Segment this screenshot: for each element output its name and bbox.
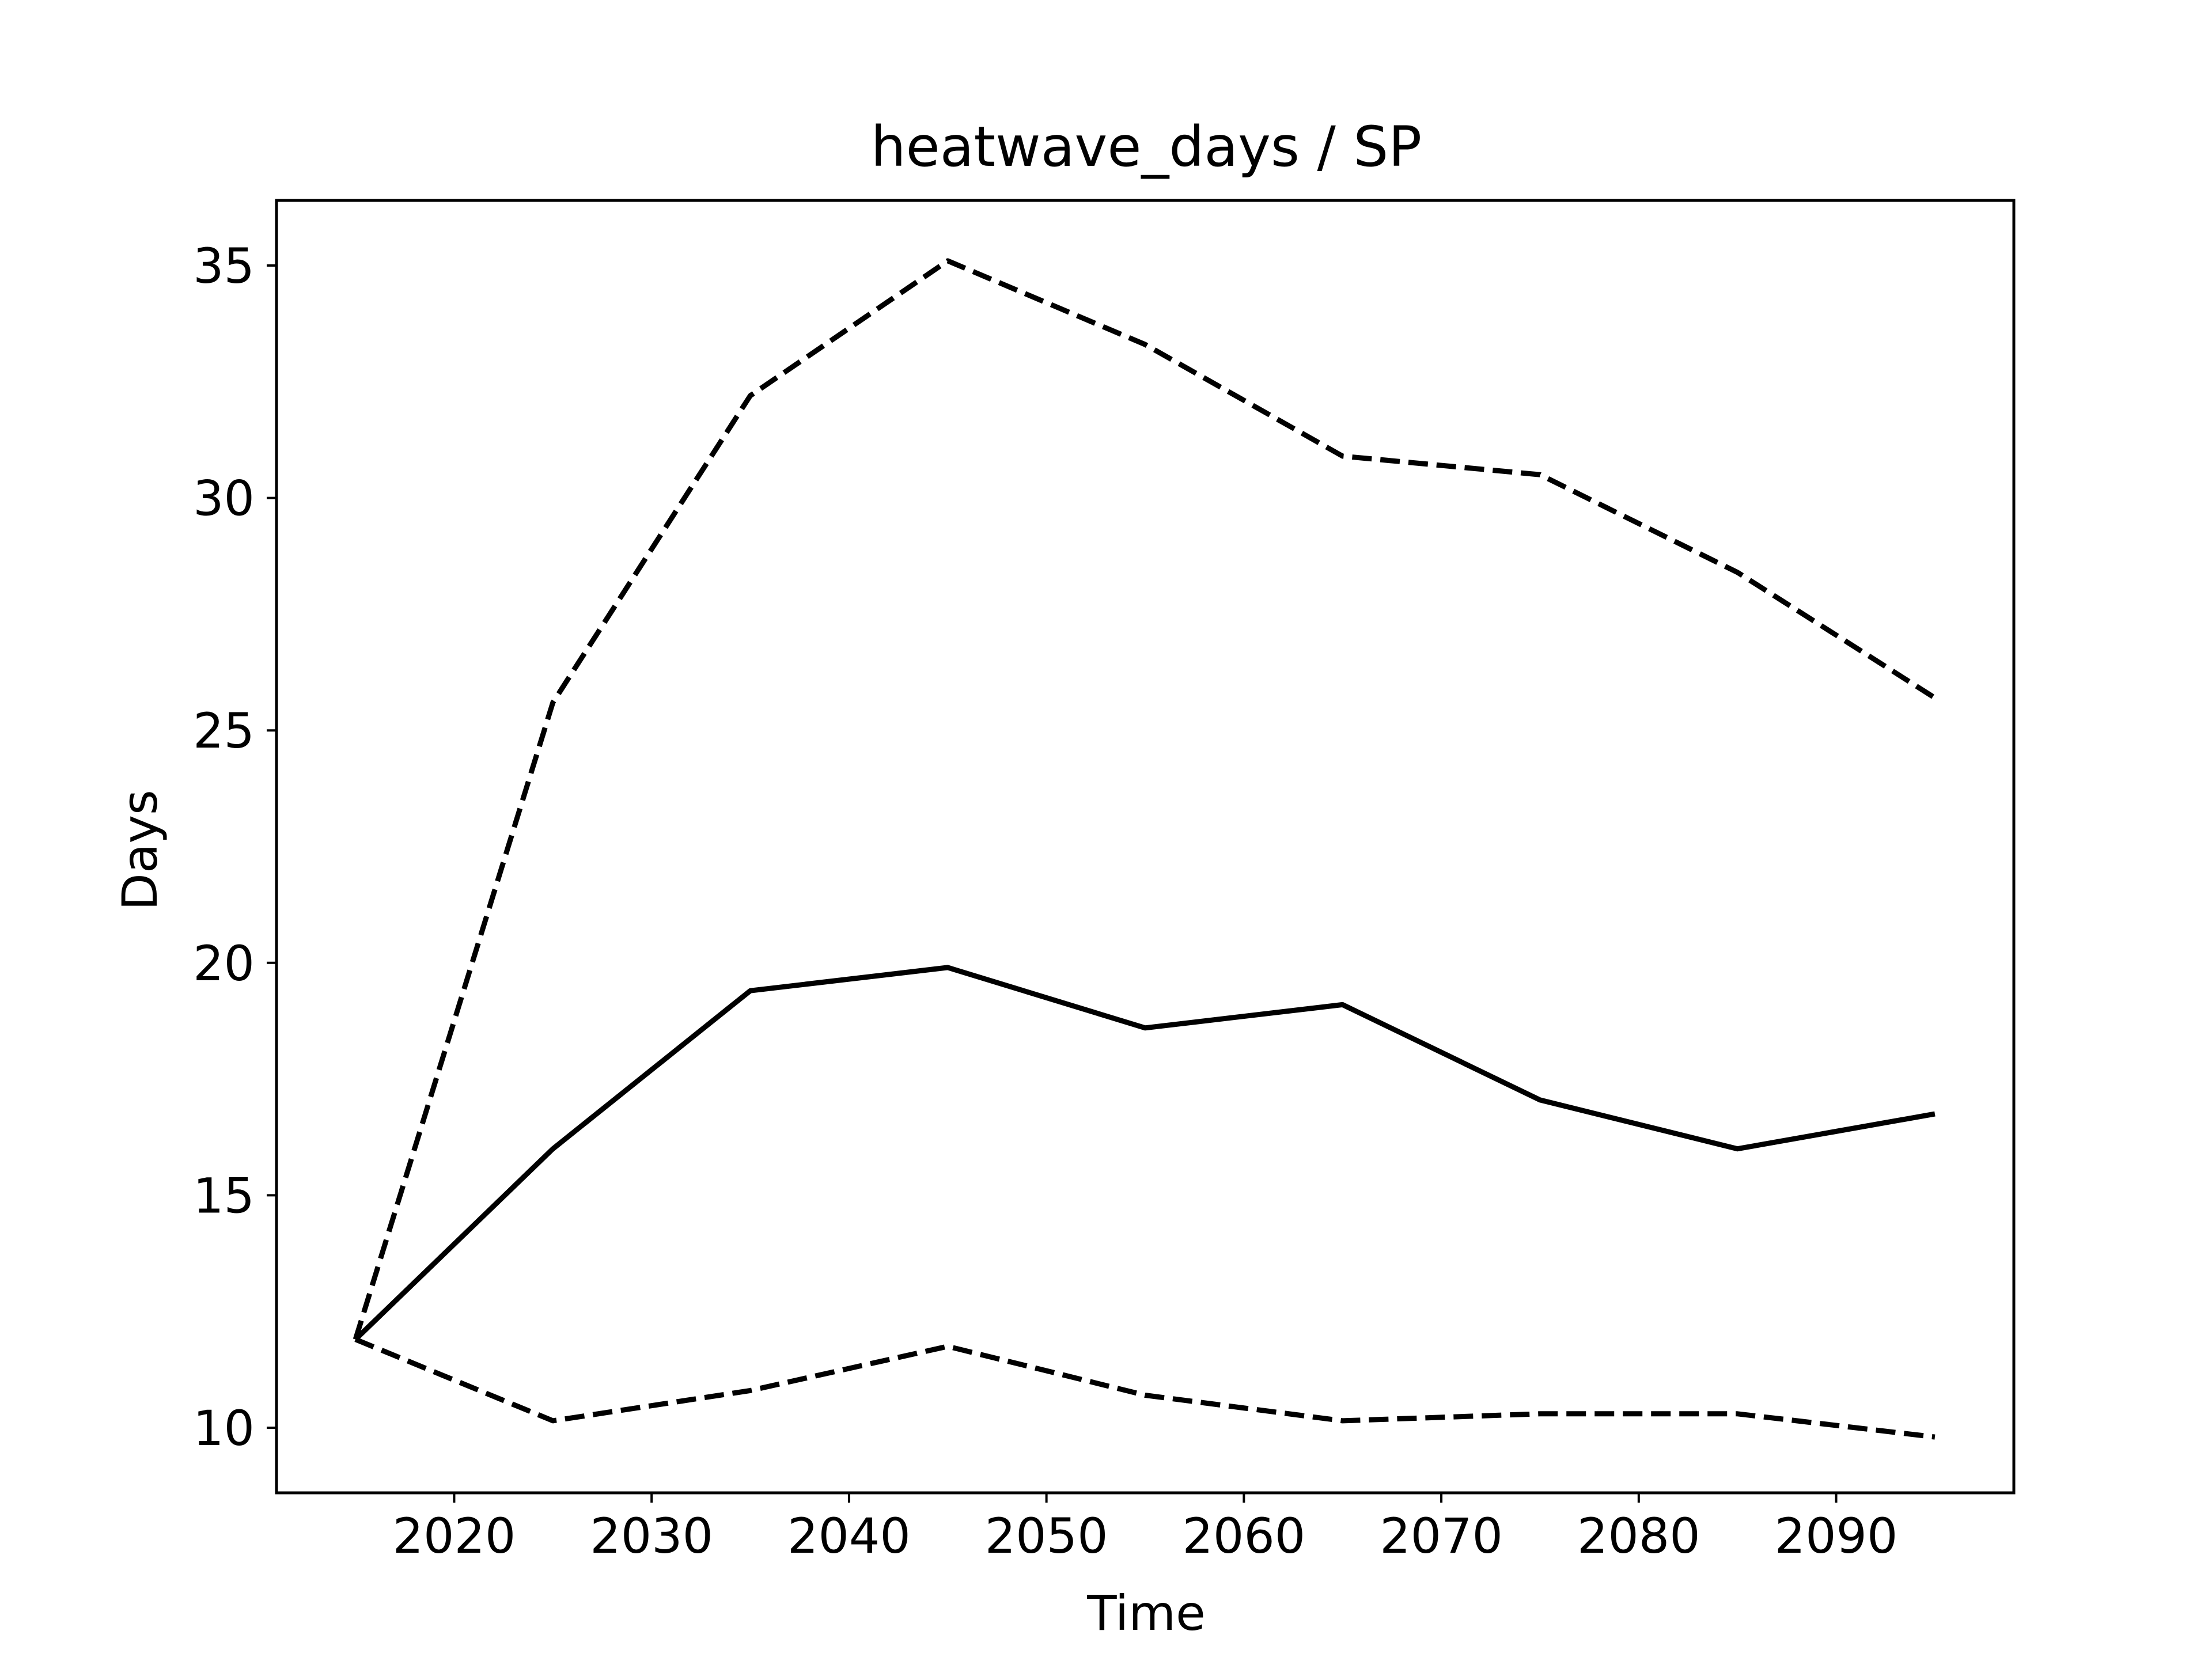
y-axis-ticks: 10 15 20 25 30 35 [193, 238, 276, 1457]
y-tick-label: 25 [193, 703, 255, 759]
x-axis-label: Time [1086, 1585, 1206, 1641]
y-tick-label: 10 [193, 1400, 255, 1457]
plot-area-frame [275, 199, 2016, 1495]
y-tick-label: 15 [193, 1167, 255, 1224]
x-tick-label: 2050 [985, 1508, 1108, 1564]
x-tick-label: 2080 [1577, 1508, 1700, 1564]
x-tick-label: 2060 [1182, 1508, 1305, 1564]
x-tick-label: 2040 [787, 1508, 911, 1564]
upper-bound-series-line [353, 258, 1937, 1340]
y-tick-label: 35 [193, 238, 255, 294]
x-tick-label: 2030 [590, 1508, 713, 1564]
series-layer [353, 258, 1937, 1440]
median-series-line [353, 965, 1936, 1341]
lower-bound-series-line [354, 1337, 1936, 1440]
x-axis-ticks: 2020 2030 2040 2050 2060 2070 2080 2090 [393, 1493, 1898, 1564]
x-tick-label: 2070 [1380, 1508, 1503, 1564]
x-tick-label: 2020 [393, 1508, 516, 1564]
y-tick-label: 20 [193, 935, 255, 992]
chart-title: heatwave_days / SP [871, 115, 1422, 179]
y-axis-label: Days [112, 790, 168, 911]
x-tick-label: 2090 [1775, 1508, 1898, 1564]
y-tick-label: 30 [193, 471, 255, 527]
